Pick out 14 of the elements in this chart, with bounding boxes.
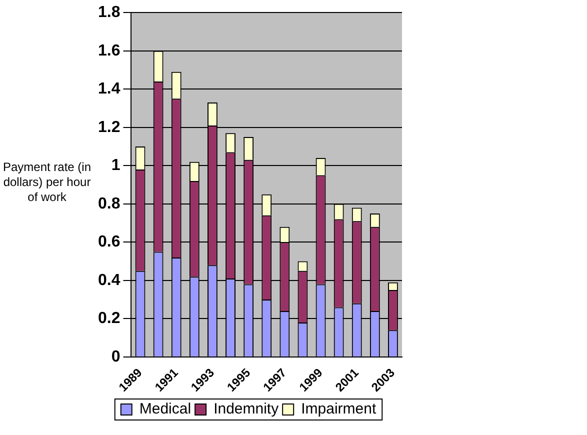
y-tick-label: 1.6 <box>98 42 120 60</box>
legend-label: Impairment <box>301 400 377 418</box>
y-tick-label: 0 <box>111 348 120 366</box>
y-tick-label: 1 <box>111 157 120 174</box>
y-tick-label: 0.2 <box>98 310 120 328</box>
legend-label: Medical <box>139 400 192 418</box>
y-tick-label: 0.4 <box>98 272 120 289</box>
y-tick-label: 1.2 <box>98 118 120 136</box>
legend-label: Indemnity <box>214 400 280 418</box>
y-axis-title: Payment rate (in dollars) per hour of work <box>2 160 92 205</box>
y-tick-label: 0.8 <box>98 195 120 212</box>
y-tick-label: 0.6 <box>98 234 120 251</box>
y-tick-label: 1.8 <box>98 4 120 22</box>
y-tick-label: 1.4 <box>98 80 120 98</box>
